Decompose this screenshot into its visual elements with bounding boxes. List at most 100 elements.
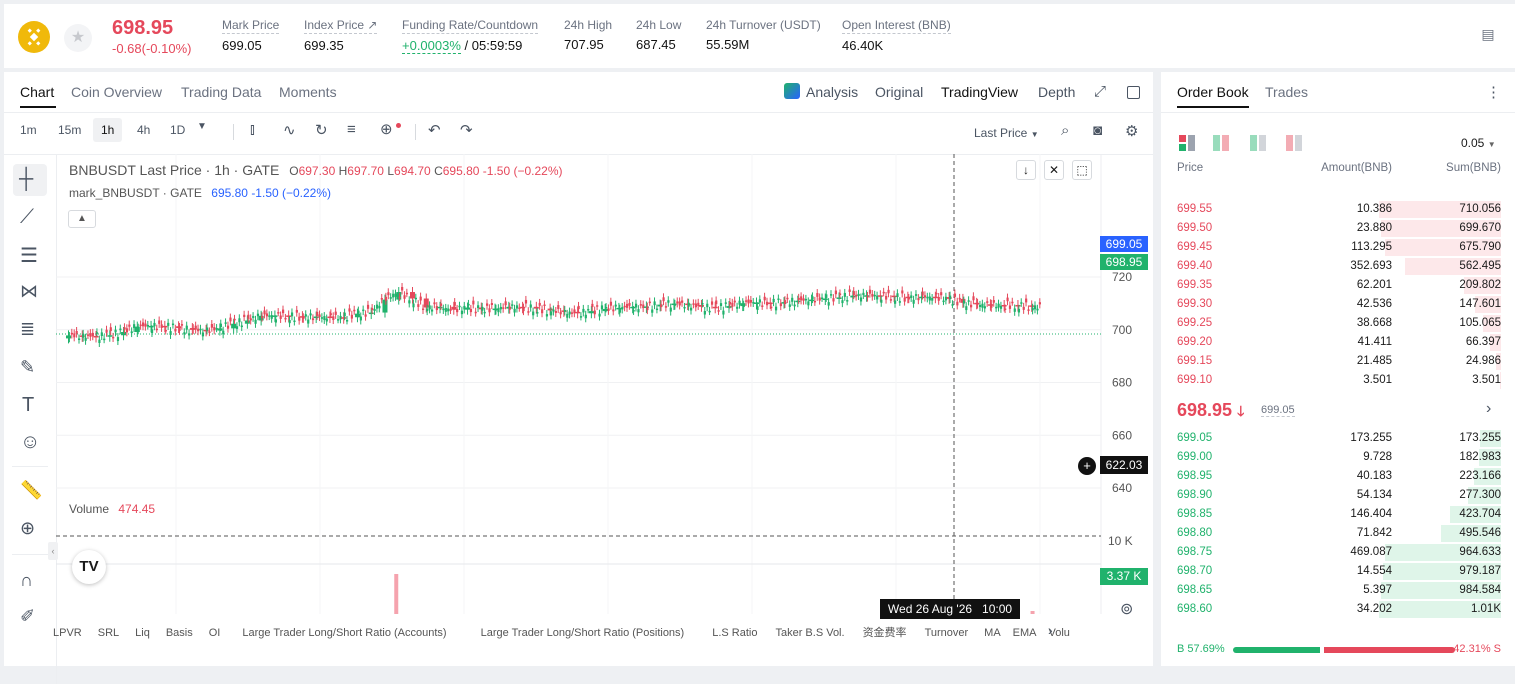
order-row[interactable]: 699.30 42.536 147.601 [1161, 295, 1515, 314]
indicator-5[interactable]: Large Trader Long/Short Ratio (Accounts) [242, 627, 447, 639]
ruler-icon[interactable]: 📏 [20, 480, 43, 500]
view-buy-icon[interactable] [1250, 135, 1266, 151]
search-icon[interactable]: ⌕ [1061, 122, 1070, 139]
camera-icon[interactable]: ◙ [1093, 122, 1103, 139]
reset-zoom-icon[interactable]: ⊚ [1120, 601, 1134, 618]
settings-gear-icon[interactable]: ⚙ [1125, 123, 1139, 140]
trend-line-icon[interactable]: ⟋ [20, 206, 34, 228]
order-row[interactable]: 699.05 173.255 173.255 [1161, 429, 1515, 448]
indicator-9[interactable]: 资金费率 [862, 627, 907, 639]
index-price-stat[interactable]: Index Price ↗ 699.35 [304, 18, 378, 53]
indicator-3[interactable]: Basis [165, 627, 193, 639]
candle-body [217, 328, 223, 331]
interval-15m[interactable]: 15m [58, 123, 82, 137]
tab-trades[interactable]: Trades [1265, 84, 1309, 100]
order-row[interactable]: 699.20 41.411 66.397 [1161, 333, 1515, 352]
order-row[interactable]: 698.60 34.202 1.01K [1161, 600, 1515, 619]
text-tool-icon[interactable]: T [22, 394, 35, 416]
order-row[interactable]: 699.45 113.295 675.790 [1161, 238, 1515, 257]
magnet-icon[interactable]: ∩ [20, 570, 33, 590]
price-source-select[interactable]: Last Price ▼ [974, 126, 1039, 140]
order-row[interactable]: 699.35 62.201 209.802 [1161, 276, 1515, 295]
order-row[interactable]: 698.80 71.842 495.546 [1161, 524, 1515, 543]
view-sell-icon[interactable] [1286, 135, 1302, 151]
indicator-12[interactable]: EMA [1012, 627, 1037, 639]
tab-chart[interactable]: Chart [20, 84, 55, 100]
collapse-icon[interactable]: ✕ [1044, 160, 1064, 180]
pencil-lock-icon[interactable]: ✐ [20, 606, 36, 626]
ai-analysis-icon[interactable] [784, 83, 800, 99]
indicator-8[interactable]: Taker B.S Vol. [775, 627, 845, 639]
compare-icon[interactable]: ↻ [315, 122, 328, 139]
indicator-0[interactable]: LPVR [53, 627, 82, 639]
candle-type-icon[interactable]: ⫾ [250, 121, 255, 138]
order-row[interactable]: 699.55 10.386 710.056 [1161, 200, 1515, 219]
order-row[interactable]: 699.40 352.693 562.495 [1161, 257, 1515, 276]
more-menu-icon[interactable]: ⋮ [1486, 84, 1501, 101]
indicator-7[interactable]: L.S Ratio [712, 627, 758, 639]
tab-order-book[interactable]: Order Book [1177, 84, 1249, 100]
undo-icon[interactable]: ↶ [428, 122, 441, 139]
indicator-2[interactable]: Liq [135, 627, 150, 639]
order-row[interactable]: 699.25 38.668 105.065 [1161, 314, 1515, 333]
order-row[interactable]: 698.90 54.134 277.300 [1161, 486, 1515, 505]
redo-icon[interactable]: ↷ [460, 122, 473, 139]
depth-bar [1381, 582, 1501, 599]
favorite-star-icon[interactable]: ★ [64, 24, 92, 52]
emoji-icon[interactable]: ☺ [20, 431, 41, 453]
expand-icon[interactable]: ⤢ [1093, 83, 1106, 100]
view-tradingview[interactable]: TradingView [941, 84, 1019, 100]
chevron-down-icon[interactable]: ▼ [197, 121, 207, 132]
order-row[interactable]: 699.00 9.728 182.983 [1161, 448, 1515, 467]
collapse-legend-button[interactable]: ▲ [68, 210, 96, 228]
candle-body [836, 297, 842, 299]
order-row[interactable]: 699.15 21.485 24.986 [1161, 352, 1515, 371]
tab-trading-data[interactable]: Trading Data [181, 84, 262, 100]
indicator-6[interactable]: Large Trader Long/Short Ratio (Positions… [480, 627, 685, 639]
add-alert-icon[interactable]: + [1078, 457, 1096, 475]
view-analysis[interactable]: Analysis [806, 84, 859, 100]
brush-icon[interactable]: ✎ [20, 357, 36, 377]
indicator-11[interactable]: MA [984, 627, 1001, 639]
tab-coin-overview[interactable]: Coin Overview [71, 84, 163, 100]
pattern-icon[interactable]: ⋈ [20, 281, 38, 301]
chevron-right-icon[interactable]: › [1486, 400, 1492, 417]
scroll-down-icon[interactable]: ↓ [1016, 160, 1036, 180]
order-row[interactable]: 698.75 469.087 964.633 [1161, 543, 1515, 562]
order-row[interactable]: 699.50 23.880 699.670 [1161, 219, 1515, 238]
order-row[interactable]: 698.65 5.397 984.584 [1161, 581, 1515, 600]
zoom-in-icon[interactable]: ⊕ [20, 518, 36, 538]
view-depth[interactable]: Depth [1038, 84, 1076, 100]
view-bids-icon[interactable] [1213, 135, 1229, 151]
order-row[interactable]: 698.95 40.183 223.166 [1161, 467, 1515, 486]
interval-1m[interactable]: 1m [20, 123, 37, 137]
indicator-13[interactable]: Volu [1048, 627, 1070, 639]
order-row[interactable]: 698.85 146.404 423.704 [1161, 505, 1515, 524]
view-both-icon[interactable] [1179, 135, 1195, 151]
external-link-icon[interactable]: ↗ [367, 18, 378, 32]
indicator-1[interactable]: SRL [97, 627, 120, 639]
order-row[interactable]: 699.10 3.501 3.501 [1161, 371, 1515, 390]
precision-select[interactable]: 0.05 ▼ [1461, 136, 1496, 150]
indicators-icon[interactable]: ∿ [283, 122, 296, 139]
interval-1h[interactable]: 1h [93, 118, 123, 142]
book-icon[interactable]: ▤ [1481, 26, 1495, 42]
horizontal-lines-icon[interactable]: ☰ [20, 245, 38, 267]
fib-icon[interactable]: ≣ [20, 319, 36, 339]
templates-icon[interactable]: ≡ [347, 121, 356, 138]
interval-1d[interactable]: 1D [170, 123, 186, 137]
indicator-4[interactable]: OI [208, 627, 221, 639]
panel-toggle-icon[interactable]: ‹ [48, 542, 58, 560]
candle-body [536, 312, 539, 314]
window-icon[interactable] [1127, 86, 1140, 99]
view-original[interactable]: Original [875, 84, 924, 100]
chevron-right-icon[interactable]: › [1048, 622, 1053, 638]
interval-4h[interactable]: 4h [137, 123, 151, 137]
fullscreen-icon[interactable]: ⬚ [1072, 160, 1092, 180]
add-indicator-icon[interactable]: ⊕ [380, 121, 393, 138]
tab-moments[interactable]: Moments [279, 84, 337, 100]
crosshair-icon[interactable]: ┼ [19, 168, 34, 190]
indicator-10[interactable]: Turnover [924, 627, 969, 639]
order-row[interactable]: 698.70 14.554 979.187 [1161, 562, 1515, 581]
